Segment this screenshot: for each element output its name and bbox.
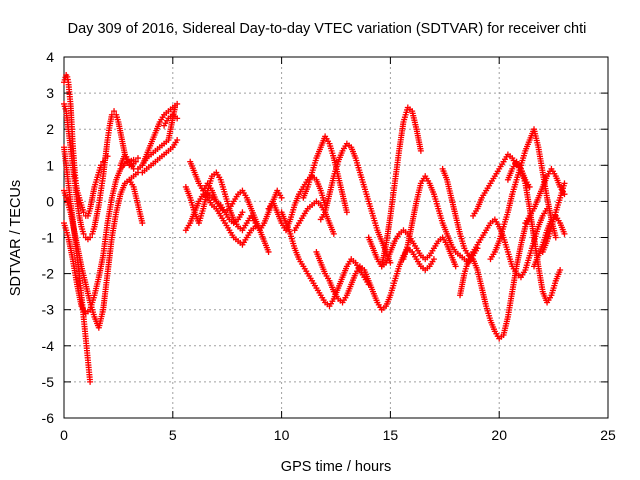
- data-point: [557, 266, 564, 273]
- y-tick-label: -3: [42, 302, 55, 318]
- y-tick-label: 0: [46, 193, 54, 209]
- grid-lines: [64, 57, 608, 418]
- data-point: [111, 108, 118, 115]
- data-point: [343, 209, 350, 216]
- y-tick-label: 1: [46, 157, 54, 173]
- data-point: [134, 155, 141, 162]
- y-tick-labels: -6 -5 -4 -3 -2 -1 0 1 2 3 4: [42, 49, 55, 426]
- data-point: [561, 180, 568, 187]
- series-arc-25: [487, 126, 559, 263]
- series-arc-6: [117, 104, 178, 172]
- x-axis-label: GPS time / hours: [281, 459, 391, 475]
- data-point: [561, 191, 568, 198]
- data-point: [174, 100, 181, 107]
- series-arc-8: [126, 137, 181, 183]
- data-point: [561, 230, 568, 237]
- x-tick-label: 0: [60, 427, 68, 443]
- data-point: [174, 115, 181, 122]
- series-arc-13: [200, 180, 272, 255]
- x-tick-label: 25: [600, 427, 616, 443]
- x-tick-label: 15: [383, 427, 399, 443]
- y-tick-label: 2: [46, 121, 54, 137]
- y-tick-label: 3: [46, 85, 54, 101]
- data-point: [430, 256, 437, 263]
- data-point: [265, 248, 272, 255]
- data-point: [132, 158, 139, 165]
- series-arc-23: [439, 165, 533, 342]
- x-tick-label: 5: [169, 427, 177, 443]
- series-arc-5: [61, 176, 146, 331]
- y-tick-label: -1: [42, 230, 55, 246]
- data-point: [330, 230, 337, 237]
- x-tick-label: 10: [274, 427, 290, 443]
- data-point: [87, 234, 94, 241]
- series-arc-28: [522, 165, 568, 227]
- series-arc-18: [317, 140, 394, 266]
- x-tick-label: 20: [491, 427, 507, 443]
- data-point: [526, 183, 533, 190]
- data-point: [239, 209, 246, 216]
- y-tick-label: -4: [42, 338, 55, 354]
- data-series: [61, 72, 568, 385]
- data-point: [278, 194, 285, 201]
- series-arc-22: [400, 173, 481, 266]
- series-arc-3: [61, 156, 137, 317]
- data-point: [80, 209, 87, 216]
- series-arc-15: [278, 209, 372, 310]
- data-point: [87, 378, 94, 385]
- data-point: [174, 137, 181, 144]
- data-point: [552, 234, 559, 241]
- y-tick-label: 4: [46, 49, 54, 65]
- chart-title: Day 309 of 2016, Sidereal Day-to-day VTE…: [68, 21, 587, 37]
- data-point: [452, 263, 459, 270]
- y-axis-label: SDTVAR / TECUs: [8, 180, 24, 296]
- series-arc-27: [504, 158, 564, 306]
- y-tick-label: -6: [42, 410, 55, 426]
- data-point: [417, 147, 424, 154]
- x-tick-labels: 0 5 10 15 20 25: [60, 427, 616, 443]
- series-arc-9: [161, 111, 181, 129]
- series-arc-16: [291, 198, 337, 237]
- y-tick-label: -2: [42, 266, 55, 282]
- data-point: [139, 220, 146, 227]
- series-arc-30: [539, 180, 568, 255]
- series-arc-21: [378, 104, 424, 270]
- data-point: [80, 230, 87, 237]
- series-arc-7: [139, 100, 181, 169]
- series-arc-12: [187, 158, 246, 227]
- y-tick-label: -5: [42, 374, 55, 390]
